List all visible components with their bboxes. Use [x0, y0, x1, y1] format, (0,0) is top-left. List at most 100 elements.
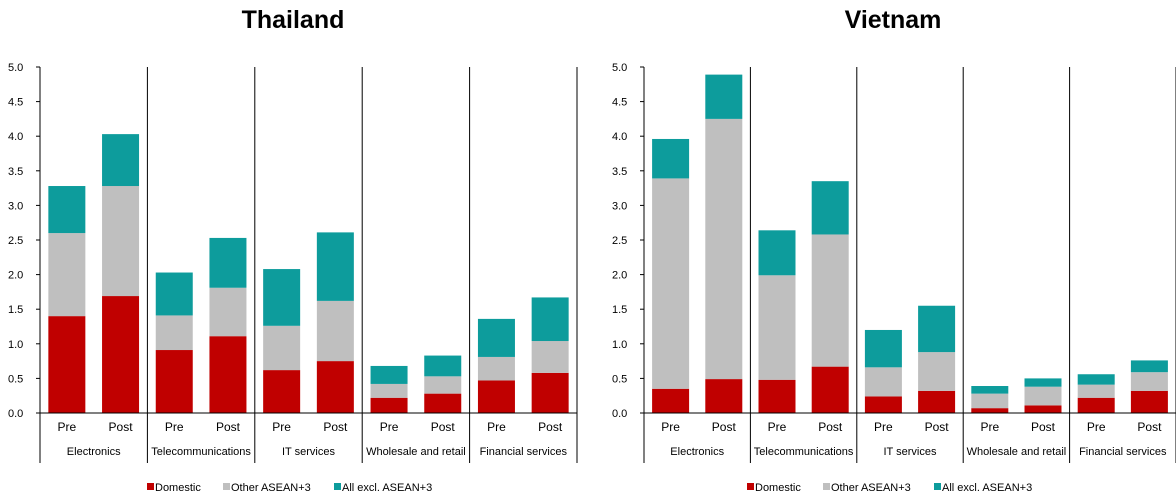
y-tick-label: 0.5: [8, 373, 23, 385]
bar-segment-all-excl-asean-3: [1131, 360, 1168, 372]
bar-segment-other-asean-3: [478, 357, 515, 381]
bar-segment-other-asean-3: [865, 367, 902, 396]
bar-segment-domestic: [156, 350, 193, 413]
x-subcategory-label: Pre: [980, 420, 999, 434]
bar-segment-all-excl-asean-3: [317, 232, 354, 301]
x-group-label: IT services: [884, 446, 937, 458]
bar-segment-all-excl-asean-3: [478, 319, 515, 357]
bar-segment-all-excl-asean-3: [532, 297, 569, 341]
bar-segment-domestic: [209, 336, 246, 413]
y-tick-label: 0.0: [8, 408, 23, 420]
bar-segment-other-asean-3: [263, 326, 300, 370]
chart-title: Vietnam: [845, 6, 942, 34]
bar-segment-other-asean-3: [48, 233, 85, 316]
y-tick-label: 3.5: [612, 166, 627, 178]
bar-segment-domestic: [371, 398, 408, 413]
x-subcategory-label: Post: [1137, 420, 1162, 434]
bar-segment-other-asean-3: [1131, 372, 1168, 391]
y-tick-label: 0.5: [612, 373, 627, 385]
y-tick-label: 4.5: [612, 97, 627, 109]
y-tick-label: 3.0: [8, 200, 23, 212]
legend-all-excl-asean3: All excl. ASEAN+3: [342, 482, 432, 494]
bar-segment-domestic: [478, 380, 515, 413]
y-tick-label: 4.0: [612, 131, 627, 143]
bar-segment-other-asean-3: [812, 234, 849, 366]
legend-domestic-swatch: [147, 483, 154, 490]
bar-segment-domestic: [1025, 405, 1062, 413]
y-tick-label: 0.0: [612, 408, 627, 420]
bar-segment-other-asean-3: [759, 275, 796, 379]
x-subcategory-label: Pre: [874, 420, 893, 434]
bar-segment-other-asean-3: [918, 352, 955, 391]
x-group-label: IT services: [282, 446, 335, 458]
y-tick-label: 1.0: [612, 339, 627, 351]
bar-segment-all-excl-asean-3: [812, 181, 849, 234]
legend-all-excl-asean3-swatch: [934, 483, 941, 490]
legend-domestic: Domestic: [155, 482, 201, 494]
bar-segment-domestic: [48, 316, 85, 413]
bar-segment-other-asean-3: [102, 186, 139, 296]
bar-segment-all-excl-asean-3: [918, 306, 955, 352]
y-tick-label: 2.0: [612, 270, 627, 282]
bar-segment-all-excl-asean-3: [652, 139, 689, 178]
legend-other-asean3-swatch: [823, 483, 830, 490]
bar-segment-domestic: [865, 396, 902, 413]
y-tick-label: 2.5: [612, 235, 627, 247]
y-tick-label: 1.5: [612, 304, 627, 316]
bar-segment-other-asean-3: [317, 301, 354, 361]
legend-domestic-swatch: [747, 483, 754, 490]
y-tick-label: 1.5: [8, 304, 23, 316]
bar-segment-domestic: [759, 380, 796, 413]
y-tick-label: 1.0: [8, 339, 23, 351]
bar-segment-all-excl-asean-3: [424, 356, 461, 377]
x-group-label: Wholesale and retail: [366, 446, 466, 458]
x-subcategory-label: Post: [216, 420, 241, 434]
bar-segment-other-asean-3: [156, 315, 193, 350]
x-subcategory-label: Post: [1031, 420, 1056, 434]
bar-segment-other-asean-3: [1025, 387, 1062, 406]
y-tick-label: 4.0: [8, 131, 23, 143]
bar-segment-other-asean-3: [371, 384, 408, 398]
bar-segment-domestic: [812, 367, 849, 413]
bar-segment-other-asean-3: [424, 376, 461, 393]
y-tick-label: 5.0: [612, 62, 627, 74]
x-subcategory-label: Post: [323, 420, 348, 434]
x-group-label: Wholesale and retail: [967, 446, 1067, 458]
bar-segment-all-excl-asean-3: [209, 238, 246, 288]
x-subcategory-label: Pre: [58, 420, 77, 434]
bar-segment-other-asean-3: [532, 341, 569, 373]
bar-segment-domestic: [971, 408, 1008, 413]
x-group-label: Telecommunications: [151, 446, 251, 458]
legend-other-asean3-swatch: [223, 483, 230, 490]
x-group-label: Electronics: [670, 446, 724, 458]
legend-all-excl-asean3-swatch: [334, 483, 341, 490]
bar-segment-all-excl-asean-3: [705, 75, 742, 119]
y-tick-label: 2.5: [8, 235, 23, 247]
x-group-label: Electronics: [67, 446, 121, 458]
x-group-label: Telecommunications: [754, 446, 854, 458]
chart-title: Thailand: [242, 6, 345, 34]
x-subcategory-label: Post: [109, 420, 134, 434]
x-subcategory-label: Pre: [487, 420, 506, 434]
bar-segment-other-asean-3: [652, 178, 689, 388]
vietnam-panel: Vietnam 0.0 0.5 1.0 1.5 2.0 2.5 3.0 3.5 4.0 4.5 5.…: [612, 6, 1176, 494]
bar-segment-all-excl-asean-3: [371, 366, 408, 384]
bar-segment-all-excl-asean-3: [102, 134, 139, 186]
bar-segment-all-excl-asean-3: [156, 273, 193, 316]
legend-other-asean3: Other ASEAN+3: [231, 482, 311, 494]
bar-segment-domestic: [1131, 391, 1168, 413]
x-subcategory-label: Pre: [661, 420, 680, 434]
x-subcategory-label: Pre: [165, 420, 184, 434]
legend-all-excl-asean3: All excl. ASEAN+3: [942, 482, 1032, 494]
thailand-panel: Thailand 0.0 0.5 1.0 1.5 2.0 2.5 3.0 3.5 4.0 4.5 5…: [8, 6, 577, 494]
bar-segment-domestic: [424, 394, 461, 413]
bar-segment-domestic: [532, 373, 569, 413]
x-subcategory-label: Pre: [380, 420, 399, 434]
x-subcategory-label: Post: [818, 420, 843, 434]
bar-segment-other-asean-3: [1078, 385, 1115, 398]
bar-segment-all-excl-asean-3: [1025, 378, 1062, 386]
bar-segment-domestic: [1078, 398, 1115, 413]
bar-segment-domestic: [918, 391, 955, 413]
x-subcategory-label: Pre: [768, 420, 787, 434]
